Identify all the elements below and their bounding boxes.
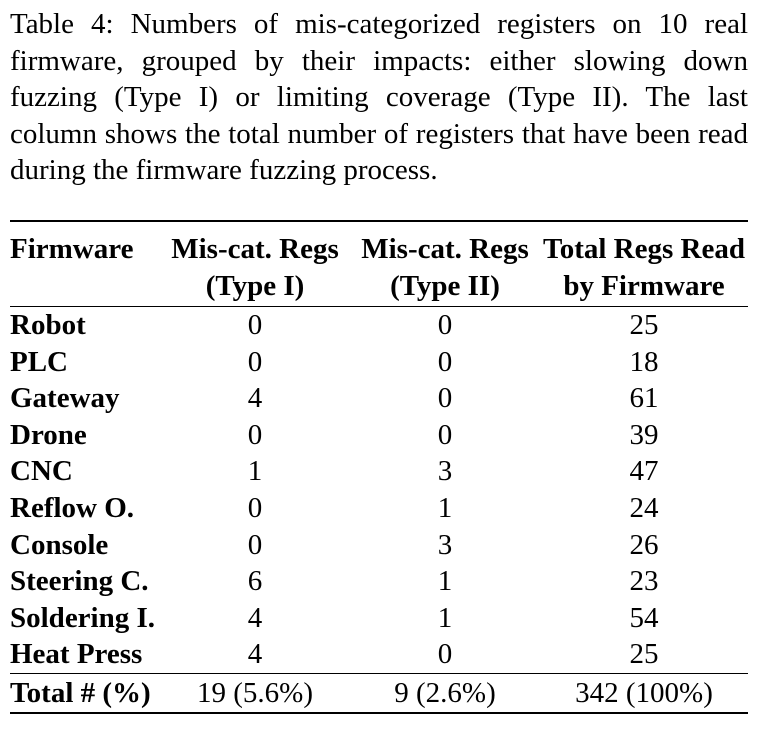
total-regs-cell: 24 [629, 491, 659, 524]
type1-count-cell: 0 [247, 345, 263, 378]
total-regs-cell: 39 [629, 418, 659, 451]
total-regs-cell: 18 [629, 345, 659, 378]
register-table-container: Firmware Mis-cat. Regs Mis-cat. Regs Tot… [10, 220, 748, 714]
type2-count-cell: 3 [437, 455, 453, 488]
total-regs-cell: 23 [629, 565, 659, 598]
type1-count-cell: 0 [247, 418, 263, 451]
table-row: Heat Press 4 0 25 [10, 636, 748, 673]
header-row-1: Firmware Mis-cat. Regs Mis-cat. Regs Tot… [10, 220, 748, 268]
header-firmware: Firmware [10, 220, 160, 268]
type2-count-cell: 0 [350, 305, 540, 344]
table-row: Gateway 4 0 61 [10, 380, 748, 417]
firmware-name-cell: Gateway [10, 382, 120, 415]
type1-count-cell: 0 [247, 528, 263, 561]
total-row: Total # (%) 19 (5.6%) 9 (2.6%) 342 (100%… [10, 672, 748, 714]
table-row: Robot 0 0 25 [10, 305, 748, 344]
header-row-2: (Type I) (Type II) by Firmware [10, 268, 748, 307]
type1-count-cell: 4 [247, 382, 263, 415]
table-row: Reflow O. 0 1 24 [10, 490, 748, 527]
table-row: Drone 0 0 39 [10, 417, 748, 454]
type2-count-cell: 0 [437, 382, 453, 415]
total-type2: 9 (2.6%) [350, 672, 540, 714]
table-row: CNC 1 3 47 [10, 453, 748, 490]
table-row: Console 0 3 26 [10, 527, 748, 564]
type2-count-cell: 1 [437, 565, 453, 598]
header-type1-line2: (Type I) [205, 270, 305, 302]
firmware-name-cell: Steering C. [10, 565, 149, 598]
type1-count-cell: 0 [247, 491, 263, 524]
header-total-line1: Total Regs Read [540, 220, 748, 268]
type1-count-cell: 0 [160, 305, 350, 344]
firmware-name-cell: PLC [10, 345, 68, 378]
table-caption: Table 4: Numbers of mis-categorized regi… [10, 8, 748, 186]
total-label: Total # (%) [10, 672, 160, 714]
table-body: Robot 0 0 25 PLC 0 0 18 Gateway 4 0 61 Drone 0 0 39 CNC 1… [10, 305, 748, 674]
firmware-name-cell: Reflow O. [10, 491, 135, 524]
firmware-name-cell: CNC [10, 455, 73, 488]
type2-count-cell: 1 [437, 491, 453, 524]
total-regs-cell: 61 [629, 382, 659, 415]
type2-count-cell: 1 [437, 601, 453, 634]
table-row: Steering C. 6 1 23 [10, 563, 748, 600]
firmware-name-cell: Drone [10, 418, 87, 451]
table-row: PLC 0 0 18 [10, 344, 748, 381]
type1-count-cell: 6 [247, 565, 263, 598]
total-regs-cell: 54 [629, 601, 659, 634]
firmware-name-cell: Soldering I. [10, 601, 156, 634]
type2-count-cell: 0 [437, 345, 453, 378]
total-regs: 342 (100%) [540, 672, 748, 714]
total-regs-cell: 47 [629, 455, 659, 488]
type2-count-cell: 0 [437, 418, 453, 451]
type1-count-cell: 4 [247, 638, 263, 671]
header-type2-line2: (Type II) [390, 270, 500, 302]
firmware-name-cell: Robot [10, 305, 160, 344]
total-type1: 19 (5.6%) [160, 672, 350, 714]
total-regs-cell: 25 [629, 638, 659, 671]
total-regs-cell: 26 [629, 528, 659, 561]
total-regs-cell: 25 [540, 305, 748, 344]
register-table: Firmware Mis-cat. Regs Mis-cat. Regs Tot… [10, 220, 748, 714]
type1-count-cell: 4 [247, 601, 263, 634]
table-row: Soldering I. 4 1 54 [10, 600, 748, 637]
header-total-line2: by Firmware [563, 270, 725, 302]
type2-count-cell: 3 [437, 528, 453, 561]
type1-count-cell: 1 [247, 455, 263, 488]
type2-count-cell: 0 [437, 638, 453, 671]
header-empty [10, 268, 160, 307]
firmware-name-cell: Console [10, 528, 109, 561]
header-type2-line1: Mis-cat. Regs [350, 220, 540, 268]
firmware-name-cell: Heat Press [10, 638, 143, 671]
header-type1-line1: Mis-cat. Regs [160, 220, 350, 268]
